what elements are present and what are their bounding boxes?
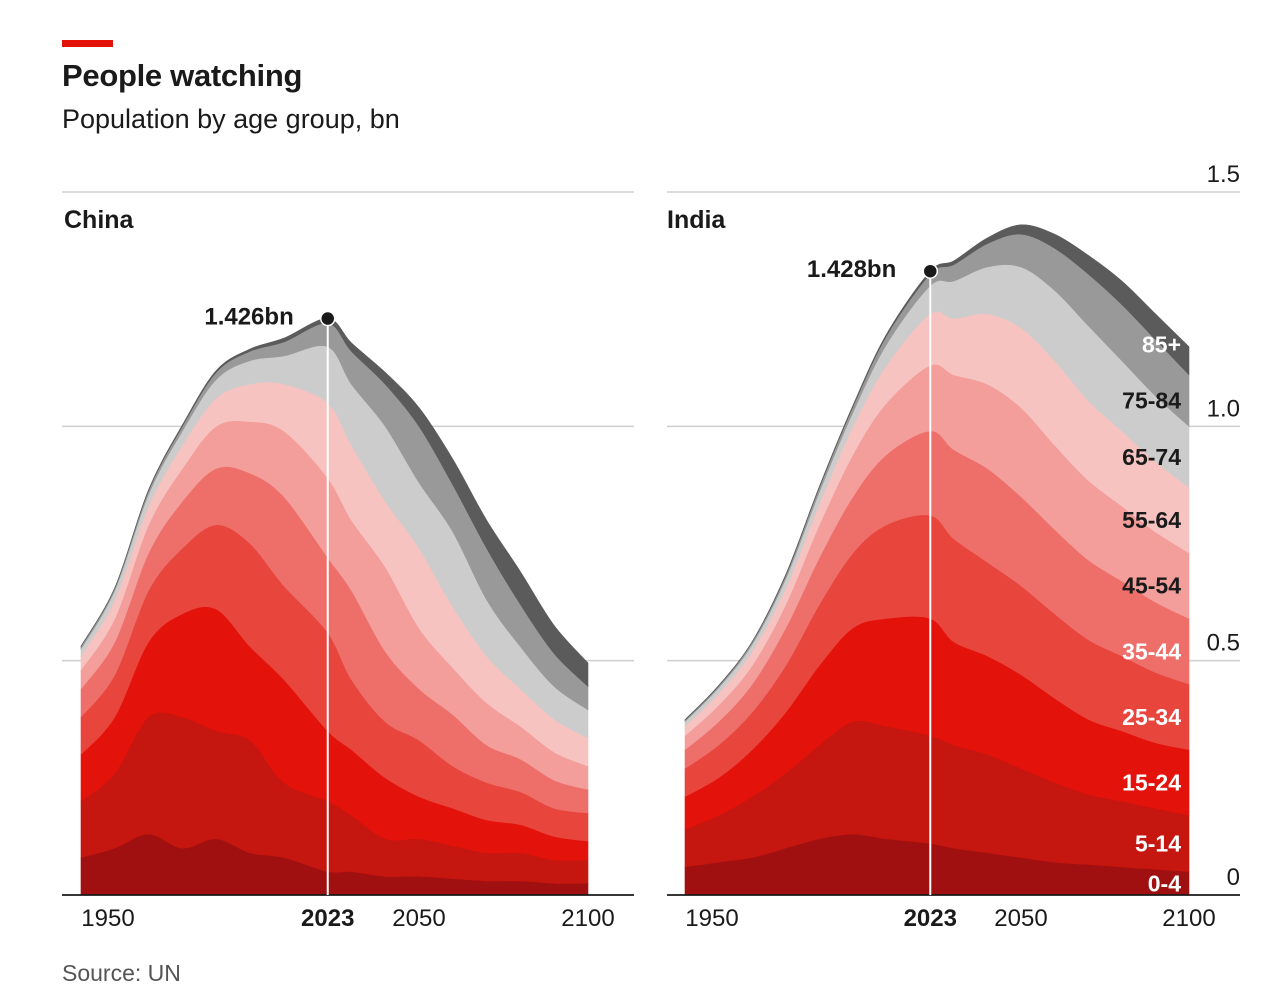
x-tick-label: 1950 (685, 905, 738, 932)
series-label: 25-34 (1122, 704, 1181, 730)
panel-title: China (64, 206, 135, 234)
series-label: 85+ (1142, 332, 1181, 358)
x-tick-label: 2023 (301, 905, 354, 932)
area-85plus (684, 224, 1190, 721)
x-tick-label: 2100 (561, 905, 614, 932)
y-tick-label: 0.5 (1207, 630, 1240, 657)
x-tick-label: 2023 (904, 905, 957, 932)
series-label: 45-54 (1122, 573, 1181, 599)
series-label: 75-84 (1122, 388, 1181, 414)
marker-dot-2023 (319, 310, 336, 327)
y-tick-label: 1.0 (1207, 395, 1240, 422)
series-label: 0-4 (1148, 870, 1181, 896)
marker-dot-2023 (922, 263, 939, 279)
y-tick-label: 1.5 (1207, 161, 1240, 188)
x-tick-label: 2050 (392, 905, 445, 932)
series-label: 5-14 (1135, 830, 1181, 856)
peak-label: 1.428bn (807, 256, 896, 283)
series-label: 65-74 (1122, 444, 1181, 470)
chart-title: People watching (62, 58, 303, 93)
panel-title: India (667, 206, 726, 234)
chart-subtitle: Population by age group, bn (62, 104, 400, 134)
panel-india: 1.428bn India 1950 2023 2050 2100 0-4 5-14 15-24… (667, 161, 1240, 932)
x-tick-label: 2050 (994, 905, 1047, 932)
area-85plus (80, 318, 589, 688)
x-tick-label: 1950 (81, 905, 134, 932)
series-label: 35-44 (1122, 638, 1181, 664)
source-note: Source: UN (62, 960, 181, 986)
peak-label: 1.426bn (204, 304, 293, 331)
series-label: 15-24 (1122, 770, 1181, 796)
y-tick-label: 0 (1227, 864, 1240, 891)
panel-china: 1.426bn China 1950 2023 2050 2100 (62, 191, 634, 932)
x-tick-label: 2100 (1162, 905, 1215, 932)
accent-bar (62, 40, 113, 47)
series-label: 55-64 (1122, 507, 1181, 533)
